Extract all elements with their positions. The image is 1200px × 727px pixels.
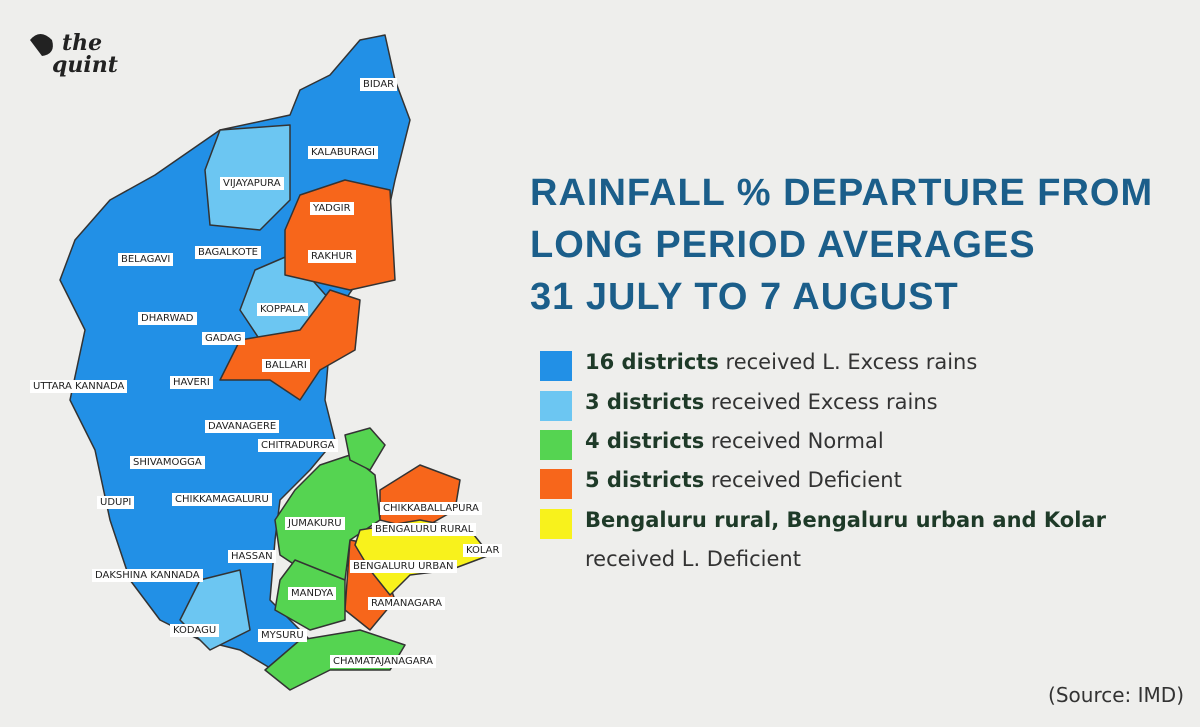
legend-bold: 4 districts: [585, 429, 705, 453]
logo: the: [62, 30, 103, 56]
district-label: DHARWAD: [138, 312, 197, 325]
district-label: BALLARI: [262, 359, 310, 372]
district-label: MANDYA: [288, 587, 337, 600]
district-label: CHIKKABALLAPURA: [380, 502, 482, 515]
district-label: CHITRADURGA: [258, 439, 338, 452]
region-deficient: [284, 179, 396, 291]
legend-entry: 4 districts received Normal: [585, 429, 884, 453]
logo: quint: [52, 52, 118, 78]
district-label: RAKHUR: [308, 250, 356, 263]
district-label: SHIVAMOGGA: [130, 456, 205, 469]
region-deficient: [219, 289, 361, 401]
district-label: KOPPALA: [257, 303, 308, 316]
legend-swatch: [540, 509, 572, 539]
title: LONG PERIOD AVERAGES: [530, 224, 1036, 266]
legend-bold: Bengaluru rural, Bengaluru urban and Kol…: [585, 508, 1106, 532]
legend-swatch: [540, 469, 572, 499]
legend-entry: 3 districts received Excess rains: [585, 390, 938, 414]
legend-entry: 5 districts received Deficient: [585, 468, 902, 492]
district-label: BENGALURU URBAN: [350, 560, 457, 573]
district-label: KALABURAGI: [308, 146, 378, 159]
legend-text: received Excess rains: [710, 390, 938, 414]
district-label: UDUPI: [97, 496, 135, 509]
legend-bold: 3 districts: [585, 390, 705, 414]
district-label: CHIKKAMAGALURU: [172, 493, 272, 506]
district-label: BAGALKOTE: [195, 246, 261, 259]
district-label: KOLAR: [463, 544, 503, 557]
district-label: RAMANAGARA: [368, 597, 445, 610]
title: RAINFALL % DEPARTURE FROM: [530, 172, 1154, 214]
legend-entry: Bengaluru rural, Bengaluru urban and Kol…: [585, 508, 1106, 532]
legend-swatch: [540, 430, 572, 460]
legend-bold: 5 districts: [585, 468, 705, 492]
legend-text: received Deficient: [710, 468, 902, 492]
title: 31 JULY TO 7 AUGUST: [530, 276, 959, 318]
district-label: BIDAR: [360, 78, 398, 91]
legend-entry: received L. Deficient: [585, 547, 801, 571]
legend-bold: 16 districts: [585, 350, 719, 374]
district-label: GADAG: [202, 332, 245, 345]
legend-text: received Normal: [710, 429, 884, 453]
region-normal: [344, 427, 386, 471]
district-label: HAVERI: [170, 376, 213, 389]
district-label: HASSAN: [228, 550, 276, 563]
legend-swatch: [540, 391, 572, 421]
district-label: VIJAYAPURA: [220, 177, 284, 190]
district-label: DAKSHINA KANNADA: [92, 569, 203, 582]
legend-text: received L. Excess rains: [725, 350, 978, 374]
district-label: MYSURU: [258, 629, 307, 642]
district-label: CHAMATAJANAGARA: [330, 655, 436, 668]
district-label: DAVANAGERE: [205, 420, 280, 433]
district-label: YADGIR: [310, 202, 354, 215]
legend-swatch: [540, 351, 572, 381]
source: (Source: IMD): [1048, 683, 1184, 707]
district-label: BELAGAVI: [118, 253, 174, 266]
district-label: BENGALURU RURAL: [372, 523, 477, 536]
legend-text: received L. Deficient: [585, 547, 801, 571]
logo-icon: [30, 34, 53, 56]
district-label: UTTARA KANNADA: [30, 380, 128, 393]
district-label: JUMAKURU: [285, 517, 345, 530]
legend-entry: 16 districts received L. Excess rains: [585, 350, 977, 374]
district-label: KODAGU: [170, 624, 220, 637]
